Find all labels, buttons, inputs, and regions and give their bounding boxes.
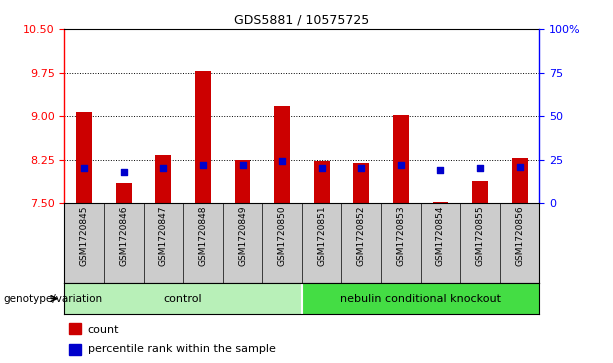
Text: GSM1720848: GSM1720848: [199, 206, 207, 266]
Text: GSM1720853: GSM1720853: [397, 206, 405, 266]
Text: GSM1720847: GSM1720847: [159, 206, 168, 266]
Bar: [116, 183, 132, 203]
Point: [119, 169, 129, 175]
Point: [277, 159, 287, 164]
Bar: [472, 181, 488, 203]
Bar: [69, 344, 80, 355]
Bar: [314, 161, 330, 203]
Title: GDS5881 / 10575725: GDS5881 / 10575725: [234, 13, 370, 26]
Bar: [274, 106, 290, 203]
Text: GSM1720846: GSM1720846: [120, 206, 128, 266]
Text: count: count: [88, 325, 119, 335]
Text: GSM1720850: GSM1720850: [278, 206, 287, 266]
Text: GSM1720849: GSM1720849: [238, 206, 247, 266]
Point: [198, 162, 208, 168]
Text: GSM1720852: GSM1720852: [357, 206, 366, 266]
Bar: [64, 283, 302, 314]
Text: GSM1720854: GSM1720854: [436, 206, 445, 266]
Point: [79, 166, 89, 171]
Text: percentile rank within the sample: percentile rank within the sample: [88, 344, 275, 354]
Point: [317, 166, 327, 171]
Text: nebulin conditional knockout: nebulin conditional knockout: [340, 294, 501, 303]
Text: GSM1720845: GSM1720845: [80, 206, 89, 266]
Bar: [76, 112, 92, 203]
Bar: [195, 72, 211, 203]
Point: [238, 162, 248, 168]
Bar: [512, 158, 528, 203]
Bar: [393, 115, 409, 203]
Point: [515, 164, 525, 170]
Point: [158, 166, 168, 171]
Bar: [235, 160, 251, 203]
Bar: [353, 163, 369, 203]
Point: [396, 162, 406, 168]
Text: GSM1720856: GSM1720856: [515, 206, 524, 266]
Bar: [69, 323, 80, 334]
Bar: [156, 155, 171, 203]
Point: [356, 166, 366, 171]
Point: [475, 166, 485, 171]
Text: GSM1720855: GSM1720855: [476, 206, 484, 266]
Point: [436, 167, 446, 173]
Bar: [302, 283, 539, 314]
Text: genotype/variation: genotype/variation: [3, 294, 102, 303]
Text: GSM1720851: GSM1720851: [317, 206, 326, 266]
Bar: [433, 202, 448, 203]
Text: control: control: [164, 294, 202, 303]
